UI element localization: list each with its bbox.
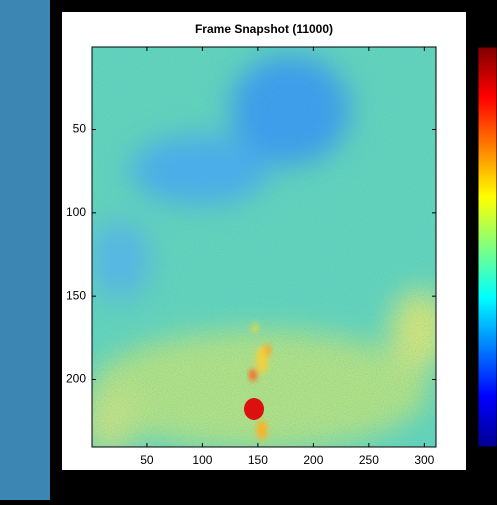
desktop-strip <box>0 0 50 500</box>
x-tick-label: 300 <box>414 453 434 467</box>
y-tick-label: 100 <box>66 205 86 219</box>
chart-title: Frame Snapshot (11000) <box>195 22 333 36</box>
x-tick-label: 150 <box>248 453 268 467</box>
axes: 50 100 150 200 250 300 50 100 150 200 <box>66 47 436 467</box>
y-tick-label: 50 <box>73 122 87 136</box>
heatmap <box>92 47 436 447</box>
y-tick-label: 150 <box>66 288 86 302</box>
x-tick-label: 100 <box>192 453 212 467</box>
colorbar <box>477 46 497 448</box>
x-tick-label: 200 <box>303 453 323 467</box>
axes-box <box>91 46 437 448</box>
y-tick-label: 200 <box>66 372 86 386</box>
x-tick-label: 250 <box>359 453 379 467</box>
x-tick-label: 50 <box>140 453 154 467</box>
hot-spot <box>244 398 264 420</box>
